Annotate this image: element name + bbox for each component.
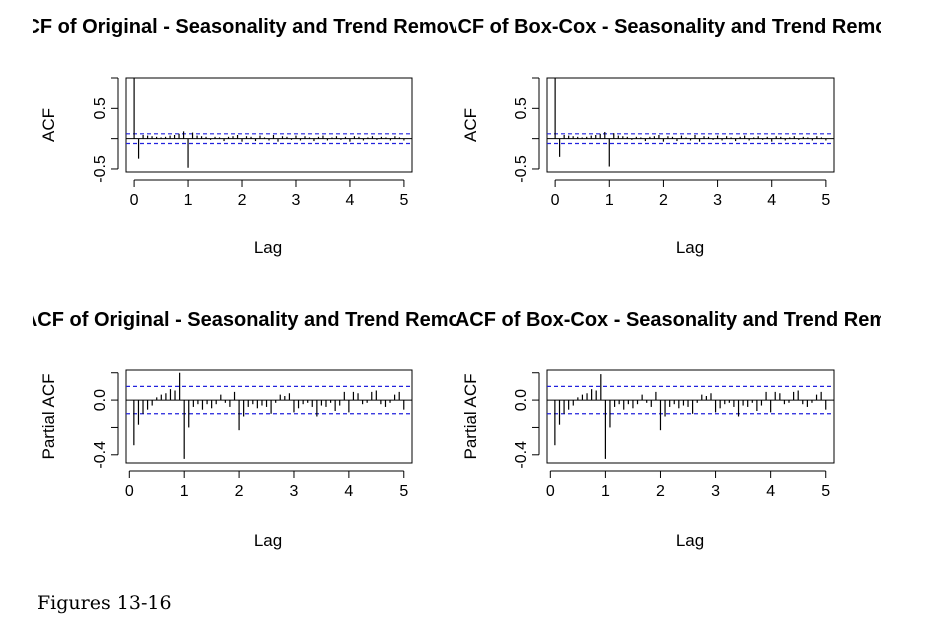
x-tick-label: 0 (130, 192, 139, 209)
chart-title: ACF of Box-Cox - Seasonality and Trend R… (456, 16, 881, 38)
x-tick-label: 1 (601, 483, 610, 500)
x-tick-label: 2 (235, 483, 244, 500)
x-tick-label: 5 (399, 192, 408, 209)
x-tick-label: 2 (656, 483, 665, 500)
plot-frame (125, 369, 413, 464)
y-tick-label: -0.5 (513, 155, 530, 183)
chart-title: PACF of Box-Cox - Seasonality and Trend … (456, 309, 881, 331)
x-tick-label: 5 (399, 483, 408, 500)
y-axis-title: Partial ACF (461, 374, 480, 460)
x-tick-label: 5 (821, 192, 830, 209)
x-axis-title: Lag (254, 238, 282, 257)
x-tick-label: 0 (546, 483, 555, 500)
y-tick-label: -0.4 (92, 441, 109, 469)
x-axis-title: Lag (254, 531, 282, 550)
x-tick-label: 4 (344, 483, 353, 500)
figure-caption: Figures 13-16 (37, 592, 172, 614)
x-tick-label: 3 (713, 192, 722, 209)
x-tick-label: 3 (290, 483, 299, 500)
x-tick-label: 4 (767, 192, 776, 209)
y-tick-label: 0.5 (92, 97, 109, 119)
plot-frame (125, 77, 413, 173)
plot-frame (546, 369, 835, 464)
y-tick-label: 0.0 (92, 389, 109, 411)
x-tick-label: 3 (711, 483, 720, 500)
x-tick-label: 0 (551, 192, 560, 209)
x-tick-label: 4 (766, 483, 775, 500)
x-tick-label: 1 (184, 192, 193, 209)
x-tick-label: 4 (345, 192, 354, 209)
plot-frame (546, 77, 835, 173)
y-axis-title: ACF (39, 108, 58, 142)
x-tick-label: 5 (821, 483, 830, 500)
title-clip-3: PACF of Original - Seasonality and Trend… (33, 309, 456, 335)
y-tick-label: -0.5 (92, 155, 109, 183)
y-tick-label: 0.5 (513, 97, 530, 119)
chart-title: PACF of Original - Seasonality and Trend… (33, 309, 456, 331)
title-clip-4: PACF of Box-Cox - Seasonality and Trend … (456, 309, 881, 335)
x-axis-title: Lag (676, 531, 704, 550)
y-axis-title: Partial ACF (39, 374, 58, 460)
x-tick-label: 1 (605, 192, 614, 209)
y-tick-label: 0.0 (513, 389, 530, 411)
x-tick-label: 3 (292, 192, 301, 209)
title-clip-1: ACF of Original - Seasonality and Trend … (33, 16, 456, 42)
title-clip-2: ACF of Box-Cox - Seasonality and Trend R… (456, 16, 881, 42)
figure-canvas: 0 1 2 3 4 5 -0.5 0.5 Lag ACF 0 1 2 3 4 5 -0.5 0.5 Lag ACF 0 1… (39, 77, 835, 550)
x-tick-label: 2 (659, 192, 668, 209)
x-axis-title: Lag (676, 238, 704, 257)
x-tick-label: 1 (180, 483, 189, 500)
x-tick-label: 0 (125, 483, 134, 500)
y-axis-title: ACF (461, 108, 480, 142)
chart-title: ACF of Original - Seasonality and Trend … (33, 16, 456, 38)
y-tick-label: -0.4 (513, 441, 530, 469)
x-tick-label: 2 (238, 192, 247, 209)
